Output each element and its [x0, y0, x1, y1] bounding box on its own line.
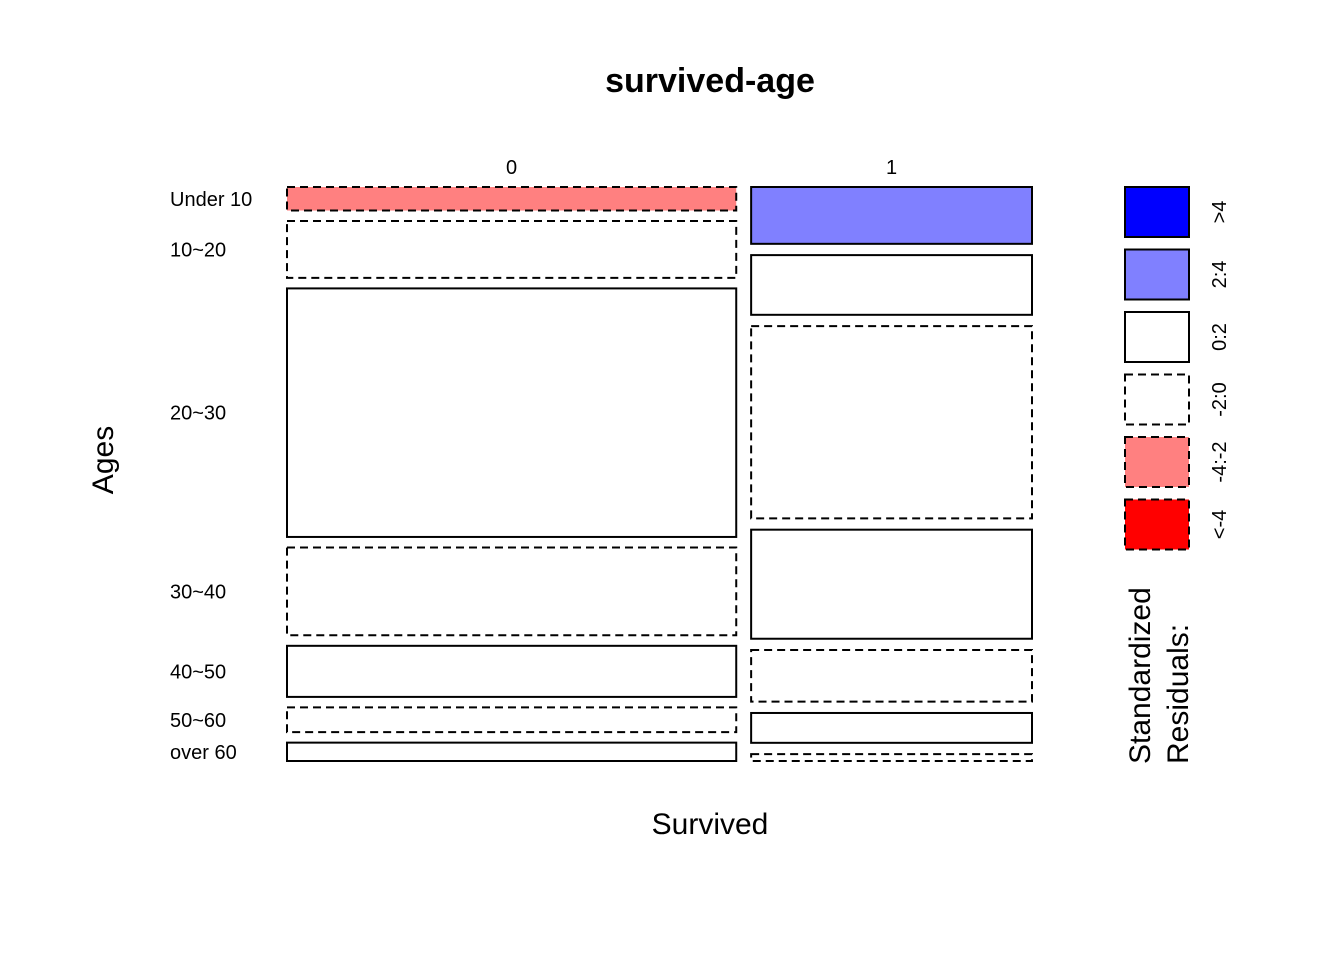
legend-title-line-2: Residuals: [1162, 624, 1195, 764]
tile-survived-1-10-20 [750, 254, 1033, 316]
tile-survived-1-20-30 [750, 325, 1033, 520]
legend-swatch-2-4 [1124, 248, 1190, 301]
row-labels: Under 10 10~20 20~30 30~40 40~50 50~60 over 60 [170, 189, 252, 764]
legend-label-4-2: -4:-2 [1209, 441, 1231, 482]
legend-swatch-4 [1124, 498, 1190, 551]
legend-label-2-4: 2:4 [1209, 261, 1231, 289]
legend: >4 2:4 0:2 -2:0 -4:-2 <-4 Standardized Residu… [1124, 186, 1231, 764]
tile-survived-0-10-20 [286, 220, 738, 279]
legend-swatch-4 [1124, 186, 1190, 238]
legend-label-4: <-4 [1209, 510, 1231, 539]
tile-survived-1-over-60 [750, 753, 1033, 762]
legend-label-2-0: -2:0 [1209, 382, 1231, 416]
legend-title-line-1: Standardized [1124, 587, 1157, 764]
row-label-50-60: 50~60 [170, 710, 226, 732]
tile-survived-1-30-40 [750, 528, 1033, 640]
row-label-over-60: over 60 [170, 742, 237, 764]
tile-survived-1-under-10 [750, 186, 1033, 245]
column-label-1: 1 [886, 157, 897, 179]
row-label-10-20: 10~20 [170, 239, 226, 261]
row-label-30-40: 30~40 [170, 581, 226, 603]
legend-swatch-2-0 [1124, 373, 1190, 426]
row-label-20-30: 20~30 [170, 403, 226, 425]
tile-survived-1-40-50 [750, 649, 1033, 703]
tile-survived-0-20-30 [286, 287, 738, 538]
tile-survived-1-50-60 [750, 711, 1033, 744]
tile-survived-0-50-60 [286, 706, 738, 734]
column-label-0: 0 [506, 157, 517, 179]
legend-label-0-2: 0:2 [1209, 323, 1231, 351]
row-label-under-10: Under 10 [170, 189, 252, 211]
tile-survived-0-under-10 [286, 186, 738, 212]
tile-survived-0-30-40 [286, 546, 738, 637]
chart-title: survived-age [605, 62, 815, 100]
mosaic-tiles [286, 186, 1033, 763]
legend-label-4: >4 [1209, 201, 1231, 224]
legend-swatch-4-2 [1124, 436, 1190, 488]
y-axis-title: Ages [87, 426, 120, 494]
tile-survived-0-40-50 [286, 644, 738, 698]
row-label-40-50: 40~50 [170, 661, 226, 683]
legend-swatch-0-2 [1124, 311, 1190, 363]
x-axis-title: Survived [652, 808, 769, 841]
tile-survived-0-over-60 [286, 741, 738, 763]
